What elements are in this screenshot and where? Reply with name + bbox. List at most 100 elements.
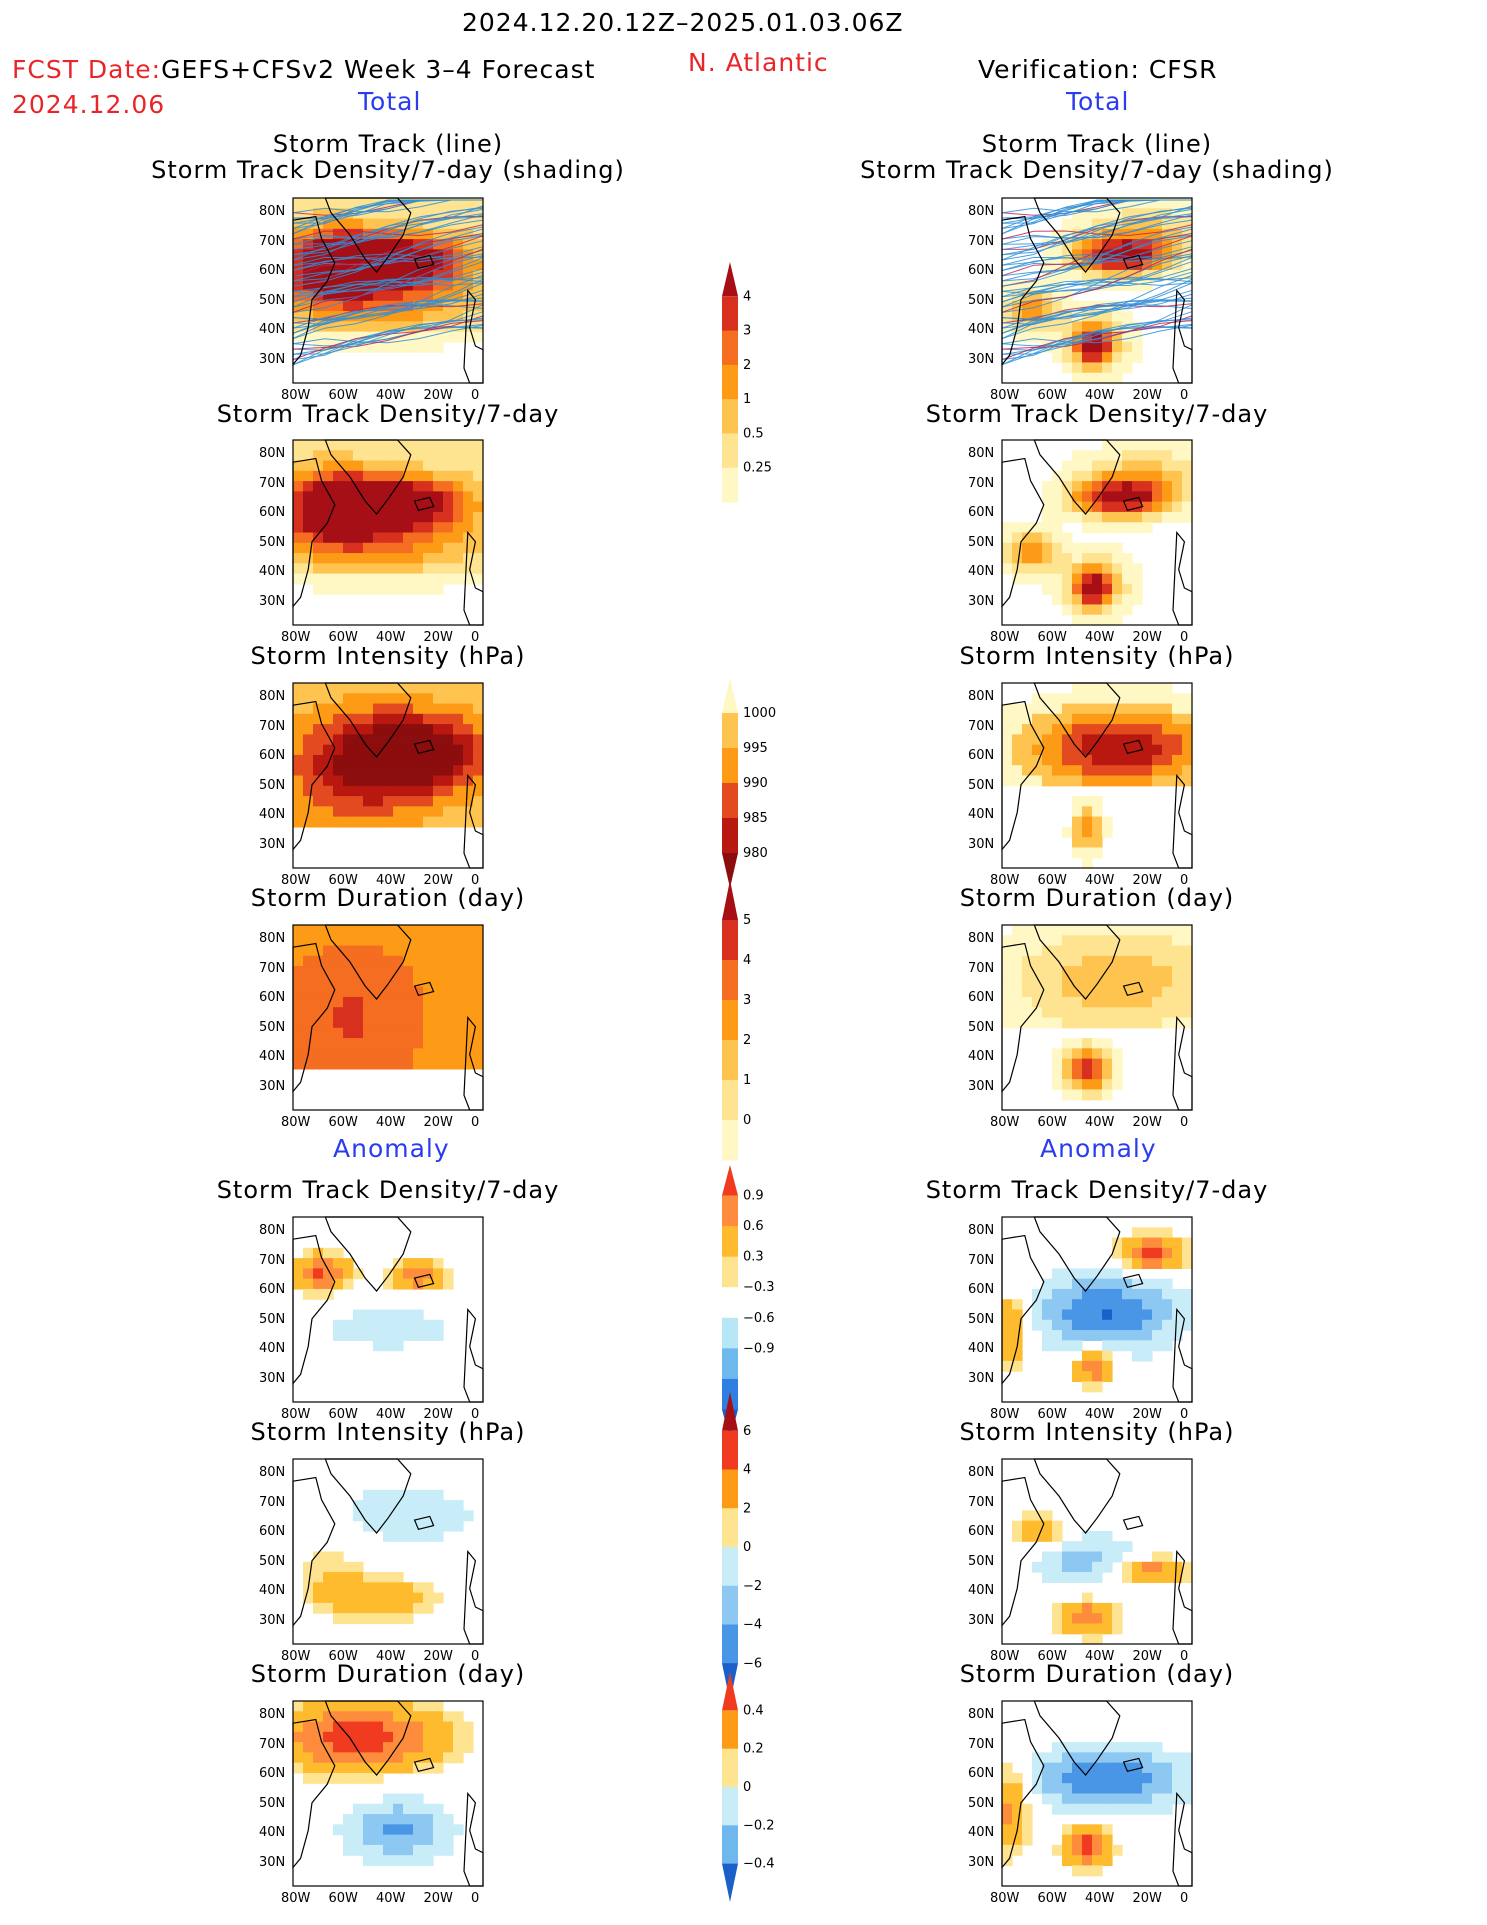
field-cell bbox=[393, 1309, 404, 1321]
field-cell bbox=[293, 1038, 304, 1049]
field-cell bbox=[383, 511, 394, 523]
field-cell bbox=[453, 491, 464, 503]
field-cell bbox=[1162, 1319, 1173, 1331]
field-cell bbox=[1002, 1824, 1013, 1836]
field-cell bbox=[1122, 470, 1133, 482]
colorbar-label: 0.6 bbox=[743, 1219, 764, 1234]
field-cell bbox=[383, 1510, 394, 1522]
field-cell bbox=[463, 724, 474, 735]
field-cell bbox=[1012, 532, 1023, 544]
field-cell bbox=[1082, 1561, 1093, 1573]
field-cell bbox=[473, 470, 484, 482]
field-cell bbox=[333, 1058, 344, 1070]
field-cell bbox=[433, 228, 444, 240]
field-cell bbox=[373, 1582, 384, 1594]
field-cell bbox=[403, 1500, 414, 1511]
field-cell bbox=[373, 1752, 384, 1764]
field-cell bbox=[423, 1803, 434, 1815]
field-cell bbox=[423, 734, 434, 746]
north-america-coast bbox=[1001, 942, 1045, 1094]
field-cell bbox=[1072, 1371, 1083, 1383]
field-cell bbox=[1162, 1752, 1173, 1764]
field-cell bbox=[293, 765, 304, 777]
field-cell bbox=[363, 945, 374, 957]
field-cell bbox=[1012, 522, 1023, 534]
field-cell bbox=[1092, 703, 1103, 715]
lat-tick-label: 30N bbox=[259, 1854, 286, 1870]
field-cell bbox=[1082, 1268, 1093, 1280]
field-cell bbox=[1022, 744, 1033, 756]
field-cell bbox=[373, 1855, 384, 1867]
lon-tick-label: 80W bbox=[281, 1891, 311, 1906]
field-cell bbox=[443, 1048, 454, 1060]
field-cell bbox=[1142, 925, 1153, 936]
field-cell bbox=[383, 693, 394, 705]
field-cell bbox=[1062, 996, 1073, 1008]
field-cell bbox=[333, 734, 344, 746]
field-cell bbox=[473, 1038, 484, 1049]
field-cell bbox=[323, 744, 334, 756]
field-cell bbox=[433, 532, 444, 544]
field-cell bbox=[1002, 553, 1013, 564]
field-cell bbox=[1082, 837, 1093, 849]
field-cell bbox=[313, 955, 324, 967]
field-cell bbox=[1072, 1855, 1083, 1867]
field-cell bbox=[463, 1731, 474, 1743]
field-cell bbox=[453, 925, 464, 936]
field-cell bbox=[333, 806, 344, 818]
field-cell bbox=[1122, 269, 1133, 281]
field-cell bbox=[433, 341, 444, 353]
panel-title-duration: Storm Duration (day) bbox=[959, 1660, 1235, 1688]
field-cell bbox=[1032, 1520, 1043, 1532]
field-cell bbox=[1182, 744, 1193, 756]
field-cell bbox=[1172, 208, 1183, 220]
field-cell bbox=[1132, 1330, 1143, 1341]
field-cell bbox=[1062, 542, 1073, 554]
field-cell bbox=[363, 501, 374, 513]
field-cell bbox=[1052, 1068, 1063, 1080]
field-cell bbox=[1092, 1855, 1103, 1867]
field-cell bbox=[293, 945, 304, 957]
lon-tick-label: 20W bbox=[423, 1407, 453, 1422]
field-cell bbox=[313, 966, 324, 977]
field-cell bbox=[1102, 563, 1113, 575]
field-cell bbox=[473, 198, 484, 209]
field-cell bbox=[413, 976, 424, 988]
field-cell bbox=[343, 816, 354, 828]
field-cell bbox=[1062, 744, 1073, 756]
field-cell bbox=[1112, 765, 1123, 777]
field-cell bbox=[1152, 269, 1163, 281]
field-cell bbox=[1012, 1319, 1023, 1331]
field-cell bbox=[1142, 1330, 1153, 1341]
field-cell bbox=[1112, 1079, 1123, 1091]
lat-tick-label: 80N bbox=[968, 1223, 995, 1238]
field-cell bbox=[1032, 724, 1043, 735]
field-cell bbox=[1092, 362, 1103, 374]
field-cell bbox=[1182, 1288, 1193, 1300]
field-cell bbox=[1062, 734, 1073, 746]
field-cell bbox=[1162, 724, 1173, 735]
field-cell bbox=[353, 816, 364, 828]
field-cell bbox=[453, 945, 464, 957]
field-cell bbox=[1092, 1602, 1103, 1614]
field-cell bbox=[423, 1038, 434, 1049]
field-cell bbox=[363, 239, 374, 250]
field-cell bbox=[1142, 1309, 1153, 1321]
field-cell bbox=[333, 1007, 344, 1019]
field-cell bbox=[423, 460, 434, 472]
field-cell bbox=[1132, 986, 1143, 998]
field-cell bbox=[343, 1834, 354, 1846]
field-cell bbox=[1062, 1551, 1073, 1563]
field-cell bbox=[1112, 1340, 1123, 1352]
field-cell bbox=[363, 703, 374, 715]
field-cell bbox=[363, 290, 374, 302]
field-cell bbox=[1012, 573, 1023, 585]
field-cell bbox=[1172, 765, 1183, 777]
field-cell bbox=[1092, 925, 1103, 936]
colorbar-segment bbox=[722, 1469, 738, 1509]
field-cell bbox=[343, 470, 354, 482]
field-cell bbox=[353, 1058, 364, 1070]
field-cell bbox=[1162, 1330, 1173, 1341]
field-cell bbox=[343, 683, 354, 694]
field-cell bbox=[333, 713, 344, 725]
